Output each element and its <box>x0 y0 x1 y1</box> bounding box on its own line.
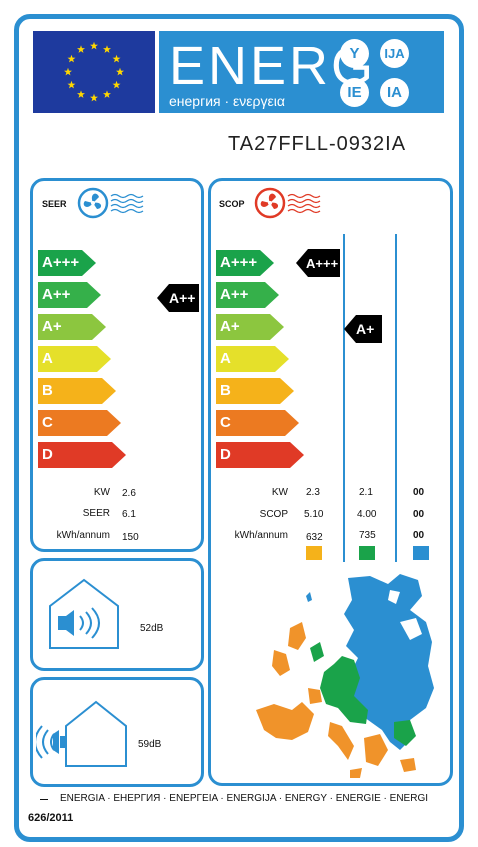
seer-kwh-label: kWh/annum <box>56 530 110 541</box>
energy-banner: ENERG енергия · ενεργεια Y IJA IE IA <box>159 31 444 113</box>
footer-dash <box>40 799 48 800</box>
scop-class-label: A <box>220 350 231 367</box>
scop-average-rating-indicator: A+ <box>344 315 382 343</box>
scop-class-arrow: A+++ <box>216 250 274 276</box>
eu-star-icon <box>77 90 85 98</box>
scop-warm-rating-label: A+++ <box>306 256 339 271</box>
eu-star-icon <box>67 80 76 89</box>
energy-title: ENERG <box>169 36 377 96</box>
scop-warm-rating-indicator: A+++ <box>296 249 340 277</box>
scop-class-label: A+++ <box>220 254 258 271</box>
seer-class-arrow: A+ <box>38 314 106 340</box>
eu-star-icon <box>116 67 124 76</box>
seer-class-arrow: B <box>38 378 116 404</box>
scop-class-label: C <box>220 414 231 431</box>
scop-kwh-average: 735 <box>359 530 376 541</box>
scop-class-arrow: D <box>216 442 304 468</box>
scop-title: SCOP <box>219 199 245 209</box>
seer-class-arrow: A <box>38 346 111 372</box>
cold-zone-swatch <box>413 546 429 560</box>
scop-kwh-warm: 632 <box>306 532 323 543</box>
seer-class-label: A+ <box>42 318 62 335</box>
scop-class-label: B <box>220 382 231 399</box>
seer-class-label: D <box>42 446 53 463</box>
scop-class-label: A+ <box>220 318 240 335</box>
eu-stars-icon <box>33 31 155 113</box>
suffix-ija: IJA <box>380 39 409 68</box>
seer-kw-label: KW <box>93 487 110 498</box>
seer-kwh-value: 150 <box>122 532 139 543</box>
footer-regulation: 626/2011 <box>28 812 74 824</box>
seer-class-label: A <box>42 350 53 367</box>
eu-flag-logo <box>33 31 155 113</box>
scop-zone-divider <box>395 234 397 562</box>
suffix-y: Y <box>340 39 369 68</box>
indoor-noise-value: 52dB <box>140 623 164 634</box>
eu-star-icon <box>77 45 85 53</box>
indoor-speaker-house-icon <box>49 578 119 649</box>
europe-climate-map <box>256 574 434 778</box>
suffix-ia: IA <box>380 78 409 107</box>
scop-scop-average: 4.00 <box>357 509 377 520</box>
seer-class-arrow: A+++ <box>38 250 96 276</box>
eu-star-icon <box>90 41 98 50</box>
seer-rating-label: A++ <box>169 290 196 306</box>
seer-class-label: B <box>42 382 53 399</box>
scop-scop-cold: 00 <box>413 509 425 520</box>
seer-class-label: A+++ <box>42 254 80 271</box>
seer-seer-label: SEER <box>82 508 110 519</box>
heating-fan-icon <box>254 187 321 219</box>
footer-languages: ENERGIA · ЕНЕРГИЯ · ΕΝΕΡΓΕΙΑ · ENERGIJA … <box>60 793 428 804</box>
seer-class-arrow: C <box>38 410 121 436</box>
scop-kwh-cold: 00 <box>413 530 425 541</box>
energy-subtitle: енергия · ενεργεια <box>169 93 285 109</box>
outdoor-speaker-house-icon <box>36 700 127 767</box>
scop-scop-label: SCOP <box>259 509 288 520</box>
seer-class-label: C <box>42 414 53 431</box>
outdoor-noise-value: 59dB <box>138 739 162 750</box>
eu-star-icon <box>112 54 121 63</box>
seer-rating-indicator: A++ <box>157 284 199 312</box>
eu-star-icon <box>103 90 111 98</box>
suffix-ie: IE <box>340 78 369 107</box>
seer-class-arrow: D <box>38 442 126 468</box>
model-number: TA27FFLL-0932IA <box>228 133 407 155</box>
eu-star-icon <box>90 93 98 102</box>
scop-scop-warm: 5.10 <box>304 509 324 520</box>
warm-zone-swatch <box>306 546 322 560</box>
scop-zone-divider <box>343 234 345 562</box>
scop-class-arrow: A+ <box>216 314 284 340</box>
seer-kw-value: 2.6 <box>122 488 136 499</box>
scop-class-arrow: A <box>216 346 289 372</box>
scop-class-label: A++ <box>220 286 249 303</box>
seer-class-arrow: A++ <box>38 282 101 308</box>
eu-star-icon <box>64 67 72 76</box>
scop-average-rating-label: A+ <box>356 321 375 337</box>
seer-title: SEER <box>42 199 67 209</box>
scop-kw-label: KW <box>271 487 288 498</box>
seer-class-label: A++ <box>42 286 71 303</box>
scop-kwh-label: kWh/annum <box>234 530 288 541</box>
cooling-fan-icon <box>77 187 144 219</box>
scop-kw-cold: 00 <box>413 487 425 498</box>
eu-star-icon <box>67 54 76 63</box>
scop-class-arrow: C <box>216 410 299 436</box>
scop-class-label: D <box>220 446 231 463</box>
scop-kw-warm: 2.3 <box>306 487 320 498</box>
scop-class-arrow: B <box>216 378 294 404</box>
seer-seer-value: 6.1 <box>122 509 136 520</box>
scop-kw-average: 2.1 <box>359 487 373 498</box>
eu-star-icon <box>103 45 111 53</box>
average-zone-swatch <box>359 546 375 560</box>
scop-class-arrow: A++ <box>216 282 279 308</box>
eu-star-icon <box>112 80 121 89</box>
